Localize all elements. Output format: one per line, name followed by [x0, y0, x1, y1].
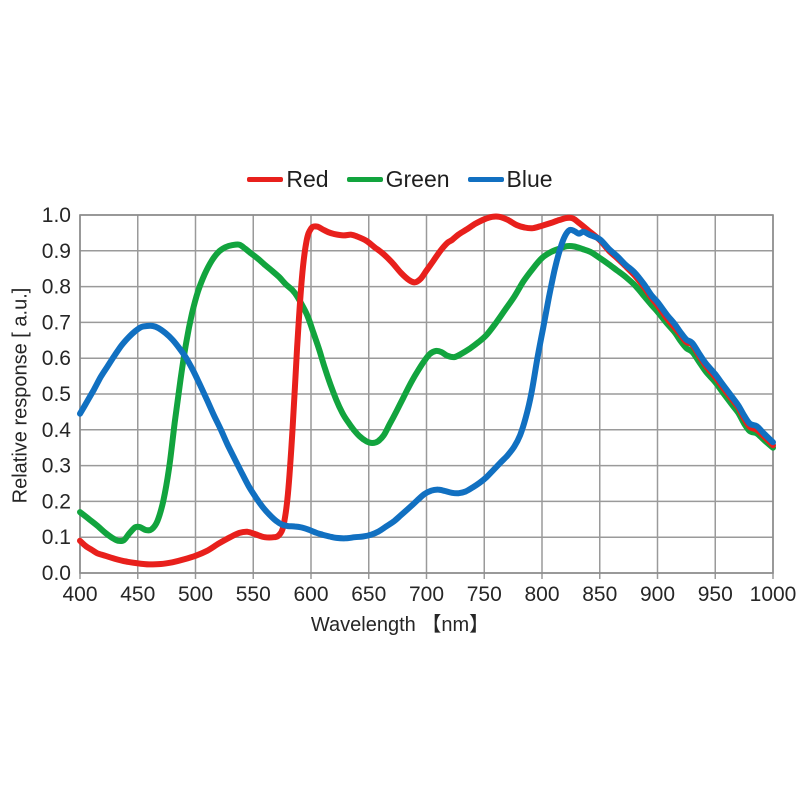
y-tick-label-0.6: 0.6 [42, 347, 71, 370]
x-tick-label-1000: 1000 [750, 583, 797, 606]
legend-label-green: Green [385, 166, 450, 192]
legend-label-red: Red [286, 166, 329, 192]
y-tick-label-0.7: 0.7 [42, 311, 71, 334]
x-tick-label-850: 850 [582, 583, 617, 606]
y-tick-label-0.5: 0.5 [42, 383, 71, 406]
legend-label-blue: Blue [506, 166, 553, 192]
x-tick-label-600: 600 [293, 583, 328, 606]
y-tick-label-0.8: 0.8 [42, 276, 71, 299]
y-tick-label-0.2: 0.2 [42, 490, 71, 513]
legend-item-blue: Blue [467, 166, 553, 192]
red-line-swatch [247, 177, 284, 182]
x-tick-label-750: 750 [467, 583, 502, 606]
x-tick-label-800: 800 [524, 583, 559, 606]
legend-item-green: Green [346, 166, 450, 192]
x-tick-label-450: 450 [120, 583, 155, 606]
x-axis-title: Wavelength 【nm】 [310, 614, 490, 636]
x-tick-label-550: 550 [236, 583, 271, 606]
x-tick-label-400: 400 [62, 583, 97, 606]
y-tick-label-0.9: 0.9 [42, 240, 71, 263]
plot-border [79, 214, 774, 574]
x-tick-label-650: 650 [351, 583, 386, 606]
y-axis-title: Relative response [ a.u.] [9, 287, 32, 504]
y-tick-label-0.0: 0.0 [42, 562, 71, 585]
y-tick-label-0.4: 0.4 [42, 419, 72, 442]
green-line-swatch [346, 177, 383, 182]
x-tick-label-950: 950 [698, 583, 733, 606]
x-tick-label-500: 500 [178, 583, 213, 606]
x-tick-label-700: 700 [409, 583, 444, 606]
series-line-blue [77, 226, 776, 542]
legend: Red Green Blue [0, 168, 800, 191]
blue-line-swatch [467, 177, 504, 182]
y-tick-label-0.1: 0.1 [42, 526, 71, 549]
legend-item-red: Red [247, 166, 329, 192]
y-tick-label-1.0: 1.0 [42, 204, 71, 227]
y-tick-label-0.3: 0.3 [42, 455, 71, 478]
x-tick-label-900: 900 [640, 583, 675, 606]
